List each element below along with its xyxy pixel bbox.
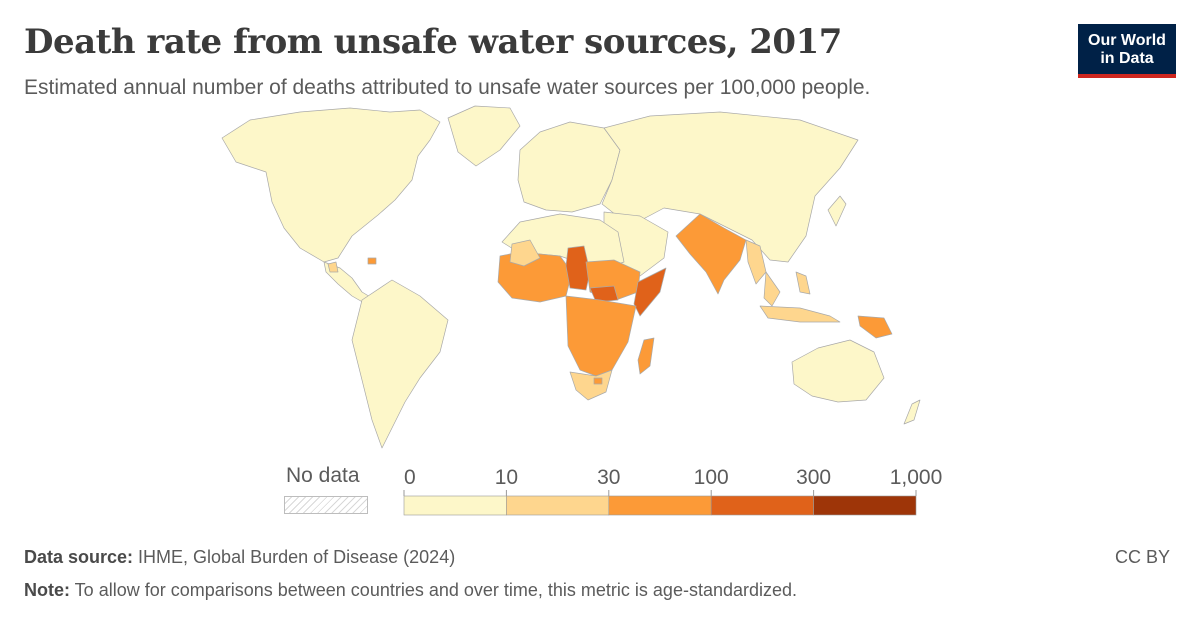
region-indonesia[interactable] xyxy=(759,305,841,323)
legend-tick-label: 0 xyxy=(404,466,416,489)
chart-title: Death rate from unsafe water sources, 20… xyxy=(24,22,842,62)
footnote: Note: To allow for comparisons between c… xyxy=(24,580,797,601)
legend-bin[interactable] xyxy=(813,495,917,516)
legend-no-data-swatch xyxy=(284,496,368,514)
legend-bin[interactable] xyxy=(608,495,712,516)
region-southeast-asia[interactable] xyxy=(763,271,781,307)
region-philippines[interactable] xyxy=(795,271,811,295)
data-source: Data source: IHME, Global Burden of Dise… xyxy=(24,547,455,568)
region-central-africa[interactable] xyxy=(565,295,637,377)
region-north-america[interactable] xyxy=(221,107,441,263)
legend-tick-label: 100 xyxy=(694,466,729,489)
country-myanmar[interactable] xyxy=(745,239,767,285)
country-papua-new-guinea[interactable] xyxy=(857,315,893,339)
legend-tick-label: 1,000 xyxy=(890,466,943,489)
country-somalia[interactable] xyxy=(633,267,667,317)
country-haiti[interactable] xyxy=(367,257,377,265)
region-south-america[interactable] xyxy=(351,279,449,449)
legend-tick-label: 30 xyxy=(597,466,620,489)
region-southern-africa[interactable] xyxy=(569,369,613,401)
country-guatemala[interactable] xyxy=(327,261,339,273)
country-mali[interactable] xyxy=(509,239,541,267)
note-label: Note: xyxy=(24,580,70,600)
logo-line-1: Our World xyxy=(1088,32,1166,49)
legend-tick-label: 300 xyxy=(796,466,831,489)
data-source-label: Data source: xyxy=(24,547,134,567)
chart-subtitle: Estimated annual number of deaths attrib… xyxy=(24,76,871,99)
country-chad[interactable] xyxy=(565,245,591,291)
country-lesotho[interactable] xyxy=(593,377,603,385)
legend-bin[interactable] xyxy=(506,495,610,516)
legend-no-data-label: No data xyxy=(286,464,360,487)
legend-tick-label: 10 xyxy=(495,466,518,489)
region-greenland[interactable] xyxy=(447,105,521,167)
country-new-zealand[interactable] xyxy=(903,399,921,425)
legend-bin[interactable] xyxy=(710,495,814,516)
license[interactable]: CC BY xyxy=(1114,547,1170,567)
color-legend: 0 10 30 100 300 1,000 xyxy=(403,466,943,516)
country-india[interactable] xyxy=(675,213,747,295)
world-map[interactable] xyxy=(0,100,1200,450)
note-text: To allow for comparisons between countri… xyxy=(70,580,798,600)
country-japan[interactable] xyxy=(827,195,847,227)
country-madagascar[interactable] xyxy=(637,337,655,375)
region-europe[interactable] xyxy=(517,121,621,213)
owid-logo[interactable]: Our World in Data xyxy=(1078,24,1176,78)
data-source-text: IHME, Global Burden of Disease (2024) xyxy=(133,547,456,567)
region-australia[interactable] xyxy=(791,339,885,403)
legend-bin[interactable] xyxy=(403,495,507,516)
country-south-sudan[interactable] xyxy=(589,285,619,303)
region-asia[interactable] xyxy=(601,111,859,263)
logo-line-2: in Data xyxy=(1100,50,1154,67)
